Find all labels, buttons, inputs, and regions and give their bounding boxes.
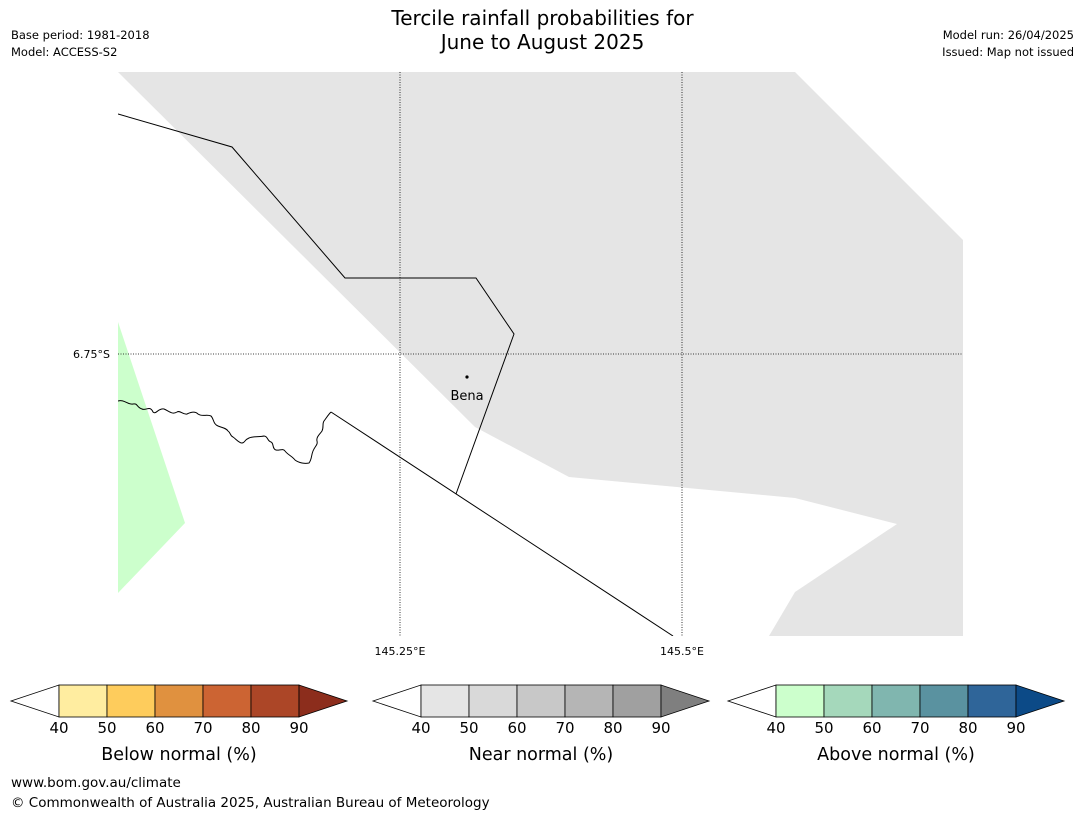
legend-tick-label: 90 <box>651 719 670 737</box>
legend-tick-label: 60 <box>862 719 881 737</box>
legend-tick-label: 40 <box>766 719 785 737</box>
legend-swatch <box>58 684 108 718</box>
legend-tick-label: 70 <box>910 719 929 737</box>
legend-extension-low <box>726 684 777 718</box>
legend-tick-label: 70 <box>193 719 212 737</box>
legend-tick-label: 60 <box>145 719 164 737</box>
river-border <box>118 400 332 464</box>
legend-swatch <box>775 684 825 718</box>
legend-tick-label: 60 <box>507 719 526 737</box>
lon-label: 145.5°E <box>660 645 704 658</box>
legend-swatch <box>202 684 252 718</box>
legend-tick-label: 50 <box>459 719 478 737</box>
legend-label: Near normal (%) <box>469 745 614 765</box>
place-marker <box>465 375 469 379</box>
issued-status: Issued: Map not issued <box>942 45 1074 59</box>
legend-tick-label: 90 <box>1006 719 1025 737</box>
meta-left: Base period: 1981-2018 Model: ACCESS-S2 <box>11 27 150 61</box>
legend-swatch <box>823 684 873 718</box>
meta-right: Model run: 26/04/2025 Issued: Map not is… <box>942 27 1074 61</box>
legend-tick-label: 50 <box>97 719 116 737</box>
footer-copyright: © Commonwealth of Australia 2025, Austra… <box>11 795 490 811</box>
legend-extension-high <box>1015 684 1066 718</box>
legend-tick-label: 80 <box>241 719 260 737</box>
region-border <box>330 411 674 636</box>
lat-label: 6.75°S <box>73 348 110 361</box>
legend-panel: 40 50 60 70 80 90 Below normal (%) 40 50 60 70 80 9… <box>9 684 1066 765</box>
legend-extension-high <box>660 684 711 718</box>
place-label: Bena <box>450 389 483 404</box>
legend-swatch <box>871 684 921 718</box>
map-title: Tercile rainfall probabilities for June … <box>0 6 1085 54</box>
legend-swatch <box>516 684 566 718</box>
legend-swatch <box>468 684 518 718</box>
legend-swatch <box>967 684 1017 718</box>
legend-tick-label: 40 <box>411 719 430 737</box>
base-period: Base period: 1981-2018 <box>11 28 150 42</box>
legend-swatch <box>250 684 300 718</box>
region-border <box>118 113 515 495</box>
legend-extension-low <box>9 684 60 718</box>
legend-tick-label: 50 <box>814 719 833 737</box>
legend-tick-label: 90 <box>289 719 308 737</box>
legend-below: 40 50 60 70 80 90 Below normal (%) <box>9 684 349 765</box>
legend-extension-low <box>371 684 422 718</box>
title-line-2: June to August 2025 <box>440 30 645 54</box>
above-normal-region <box>118 322 185 593</box>
legend-label: Above normal (%) <box>817 745 975 765</box>
model-name: Model: ACCESS-S2 <box>11 45 118 59</box>
legend-above: 40 50 60 70 80 90 Above normal (%) <box>726 684 1066 765</box>
map: Bena 6.75°S 145.25°E 145.5°E <box>73 72 963 658</box>
lon-label: 145.25°E <box>375 645 426 658</box>
legend-extension-high <box>298 684 349 718</box>
legend-swatch <box>420 684 470 718</box>
legend-swatch <box>154 684 204 718</box>
legend-tick-label: 80 <box>958 719 977 737</box>
legend-swatch <box>612 684 662 718</box>
legend-tick-label: 40 <box>49 719 68 737</box>
title-line-1: Tercile rainfall probabilities for <box>391 6 694 30</box>
legend-tick-label: 80 <box>603 719 622 737</box>
footer-url: www.bom.gov.au/climate <box>11 775 181 791</box>
legend-near: 40 50 60 70 80 90 Near normal (%) <box>371 684 711 765</box>
legend-swatch <box>106 684 156 718</box>
legend-label: Below normal (%) <box>101 745 256 765</box>
model-run: Model run: 26/04/2025 <box>942 28 1074 42</box>
legend-swatch <box>564 684 614 718</box>
legend-swatch <box>919 684 969 718</box>
legend-tick-label: 70 <box>555 719 574 737</box>
